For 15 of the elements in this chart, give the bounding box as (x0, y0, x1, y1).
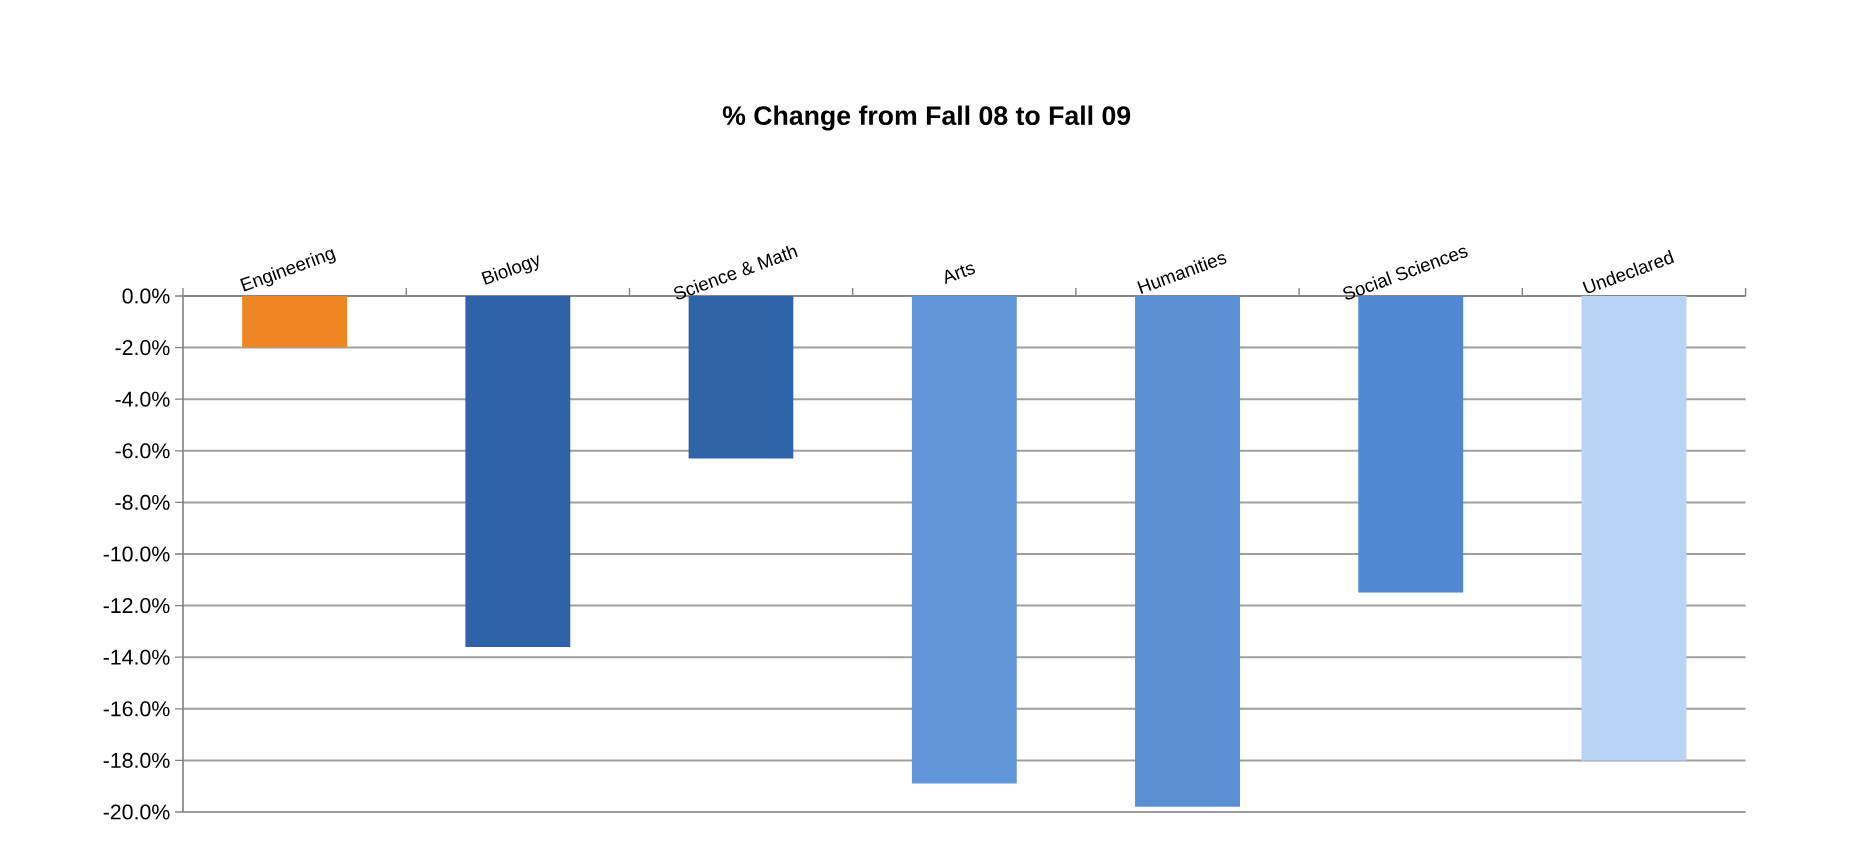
y-tick-label: -6.0% (115, 443, 170, 459)
y-tick-label: -16.0% (103, 701, 170, 717)
x-tick-label: Science & Math (674, 245, 798, 300)
chart-title: % Change from Fall 08 to Fall 09 (722, 105, 1131, 131)
y-tick-label: -18.0% (103, 752, 170, 768)
y-tick-label: -14.0% (103, 649, 170, 665)
y-tick-label: -8.0% (115, 494, 170, 510)
y-tick-label: -2.0% (115, 340, 170, 356)
y-tick-label: -10.0% (103, 546, 170, 562)
y-tick-label: -4.0% (115, 391, 170, 407)
y-tick-label: -12.0% (103, 598, 170, 614)
x-tick-label: Arts (945, 264, 976, 285)
y-tick-label: 0.0% (122, 288, 170, 304)
y-tick-label: -20.0% (103, 804, 170, 820)
x-tick-label: Biology (481, 255, 539, 285)
